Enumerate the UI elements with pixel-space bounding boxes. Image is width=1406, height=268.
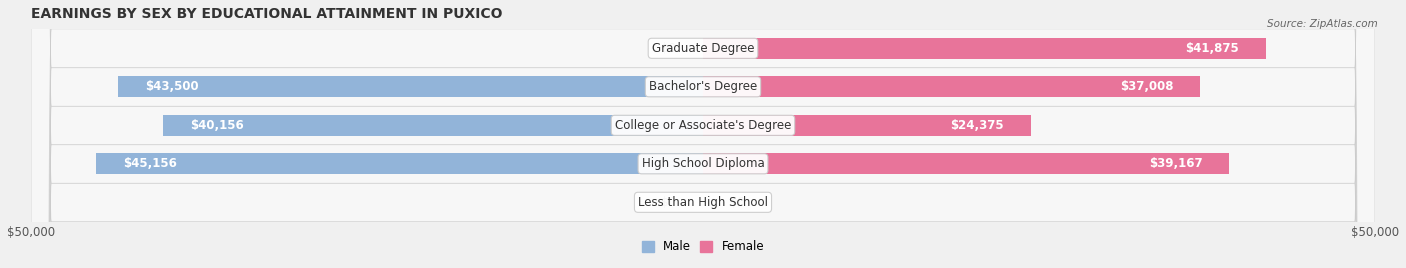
Bar — [703, 38, 1265, 59]
FancyBboxPatch shape — [31, 0, 1375, 268]
FancyBboxPatch shape — [31, 0, 1375, 268]
Text: $41,875: $41,875 — [1185, 42, 1239, 55]
Text: $45,156: $45,156 — [122, 157, 177, 170]
Bar — [703, 115, 1031, 136]
Text: $40,156: $40,156 — [190, 119, 243, 132]
Bar — [96, 153, 703, 174]
Bar — [703, 76, 1201, 97]
Text: $43,500: $43,500 — [145, 80, 198, 93]
Text: $0: $0 — [730, 196, 745, 209]
Text: $0: $0 — [661, 196, 676, 209]
Text: High School Diploma: High School Diploma — [641, 157, 765, 170]
Text: Graduate Degree: Graduate Degree — [652, 42, 754, 55]
Text: $24,375: $24,375 — [950, 119, 1004, 132]
Text: Source: ZipAtlas.com: Source: ZipAtlas.com — [1267, 19, 1378, 29]
Legend: Male, Female: Male, Female — [637, 236, 769, 258]
Text: $0: $0 — [661, 42, 676, 55]
Bar — [163, 115, 703, 136]
Text: $39,167: $39,167 — [1149, 157, 1202, 170]
FancyBboxPatch shape — [31, 0, 1375, 268]
Bar — [703, 153, 1229, 174]
Text: Less than High School: Less than High School — [638, 196, 768, 209]
Text: Bachelor's Degree: Bachelor's Degree — [650, 80, 756, 93]
FancyBboxPatch shape — [31, 0, 1375, 268]
Text: EARNINGS BY SEX BY EDUCATIONAL ATTAINMENT IN PUXICO: EARNINGS BY SEX BY EDUCATIONAL ATTAINMEN… — [31, 7, 502, 21]
FancyBboxPatch shape — [31, 0, 1375, 268]
Text: $37,008: $37,008 — [1121, 80, 1174, 93]
Bar — [118, 76, 703, 97]
Text: College or Associate's Degree: College or Associate's Degree — [614, 119, 792, 132]
